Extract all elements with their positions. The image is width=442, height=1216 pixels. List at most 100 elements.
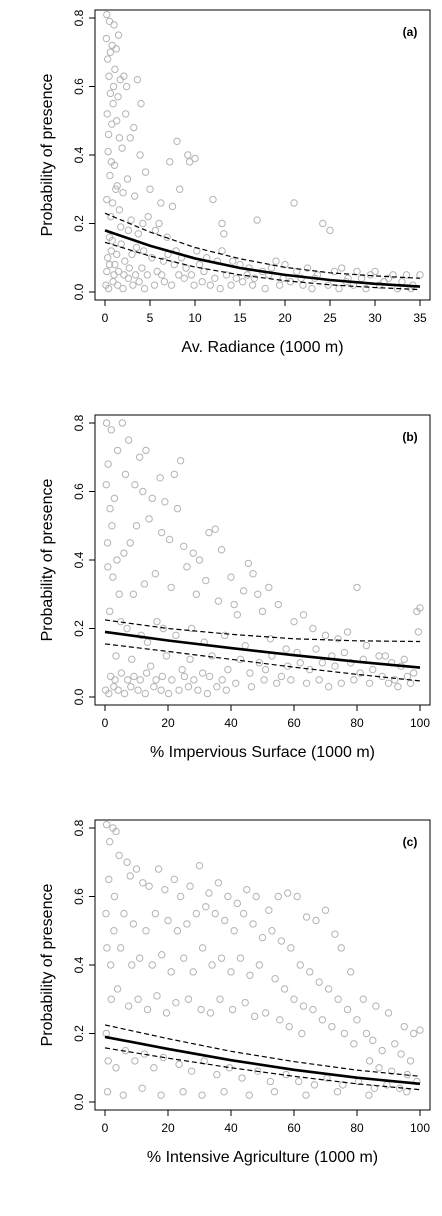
data-point xyxy=(230,600,238,609)
data-point xyxy=(334,995,342,1003)
data-point xyxy=(184,683,193,691)
data-point xyxy=(400,1022,408,1031)
data-point xyxy=(324,281,332,289)
panel-a: 0 5 10 15 20 25 30 35 0.0 0.2 0.4 0.6 0.8 Av. Radianc… xyxy=(0,0,442,405)
data-point xyxy=(241,641,249,650)
data-point xyxy=(104,55,112,63)
x-tick-label: 40 xyxy=(224,716,238,730)
data-point xyxy=(168,676,176,684)
data-point xyxy=(150,683,158,691)
plot-frame xyxy=(94,9,431,301)
data-point xyxy=(227,968,235,976)
ci-lower-line xyxy=(104,643,421,682)
data-point xyxy=(282,645,290,653)
data-point xyxy=(254,1067,262,1075)
data-point xyxy=(164,689,173,698)
y-tick-label: 0.6 xyxy=(72,78,86,95)
data-point xyxy=(205,528,213,537)
data-point xyxy=(410,1029,418,1038)
data-point xyxy=(114,686,122,694)
data-point xyxy=(303,264,312,272)
data-point xyxy=(180,274,188,282)
data-point xyxy=(144,212,152,221)
data-point xyxy=(208,961,216,969)
data-point xyxy=(180,542,188,551)
data-point xyxy=(143,1005,152,1014)
data-point xyxy=(148,494,156,503)
data-point xyxy=(309,624,317,633)
data-point xyxy=(128,961,136,969)
data-point xyxy=(398,278,406,286)
data-point xyxy=(157,1091,165,1099)
y-tick-label: 0.0 xyxy=(72,1093,86,1110)
data-point xyxy=(253,216,261,224)
data-point xyxy=(192,590,201,598)
data-point xyxy=(209,195,217,204)
x-tick-label: 25 xyxy=(323,311,337,325)
data-point xyxy=(403,1070,412,1079)
data-point xyxy=(416,271,424,279)
data-point xyxy=(362,284,370,293)
data-point xyxy=(284,889,292,897)
data-point xyxy=(114,31,123,39)
chart-a: 0 5 10 15 20 25 30 35 0.0 0.2 0.4 0.6 0.8 Av. Radianc… xyxy=(39,9,431,356)
data-point xyxy=(391,676,399,684)
data-point xyxy=(141,168,150,176)
data-point xyxy=(369,1036,377,1045)
y-tick-label: 0.4 xyxy=(72,956,86,973)
data-point xyxy=(123,676,132,684)
data-point xyxy=(272,679,281,687)
data-point xyxy=(110,494,119,503)
data-point xyxy=(258,933,267,942)
data-point xyxy=(121,257,129,265)
data-point xyxy=(142,669,151,677)
data-point xyxy=(185,158,194,166)
data-point xyxy=(312,916,320,925)
data-point xyxy=(126,134,134,142)
data-point xyxy=(331,662,339,670)
data-point xyxy=(243,885,251,894)
data-point xyxy=(124,436,133,444)
data-point xyxy=(239,278,247,286)
data-point xyxy=(140,247,148,255)
data-point xyxy=(154,865,163,873)
data-point xyxy=(384,274,393,282)
data-point xyxy=(187,1067,196,1075)
data-point xyxy=(202,576,210,585)
data-point xyxy=(343,628,352,636)
data-point xyxy=(112,45,120,53)
data-point xyxy=(233,899,242,908)
data-point xyxy=(213,683,221,691)
data-point xyxy=(206,1009,215,1017)
data-points xyxy=(101,419,424,698)
data-point xyxy=(110,161,119,169)
y-tick-label: 0.8 xyxy=(72,9,86,26)
data-point xyxy=(104,284,113,293)
ci-upper-line xyxy=(104,1024,421,1077)
data-point xyxy=(173,137,181,146)
data-point xyxy=(120,689,129,698)
data-point xyxy=(350,676,358,684)
y-axis-title: Probability of presence xyxy=(39,884,56,1047)
data-point xyxy=(133,75,142,84)
data-point xyxy=(102,820,111,829)
data-point xyxy=(296,961,304,969)
data-point xyxy=(198,944,207,952)
data-point xyxy=(255,961,264,969)
data-point xyxy=(414,628,423,636)
data-point xyxy=(102,480,110,489)
data-point xyxy=(106,838,114,846)
data-point xyxy=(272,257,280,265)
data-point xyxy=(128,655,136,664)
data-point xyxy=(172,631,180,640)
data-point xyxy=(167,583,175,592)
data-point xyxy=(315,676,323,684)
data-point xyxy=(319,219,327,228)
data-point xyxy=(170,260,179,269)
data-point xyxy=(245,1091,253,1099)
data-point xyxy=(151,909,160,918)
data-point xyxy=(126,872,134,880)
data-point xyxy=(220,230,228,238)
data-point xyxy=(277,937,286,945)
data-point xyxy=(205,889,213,897)
